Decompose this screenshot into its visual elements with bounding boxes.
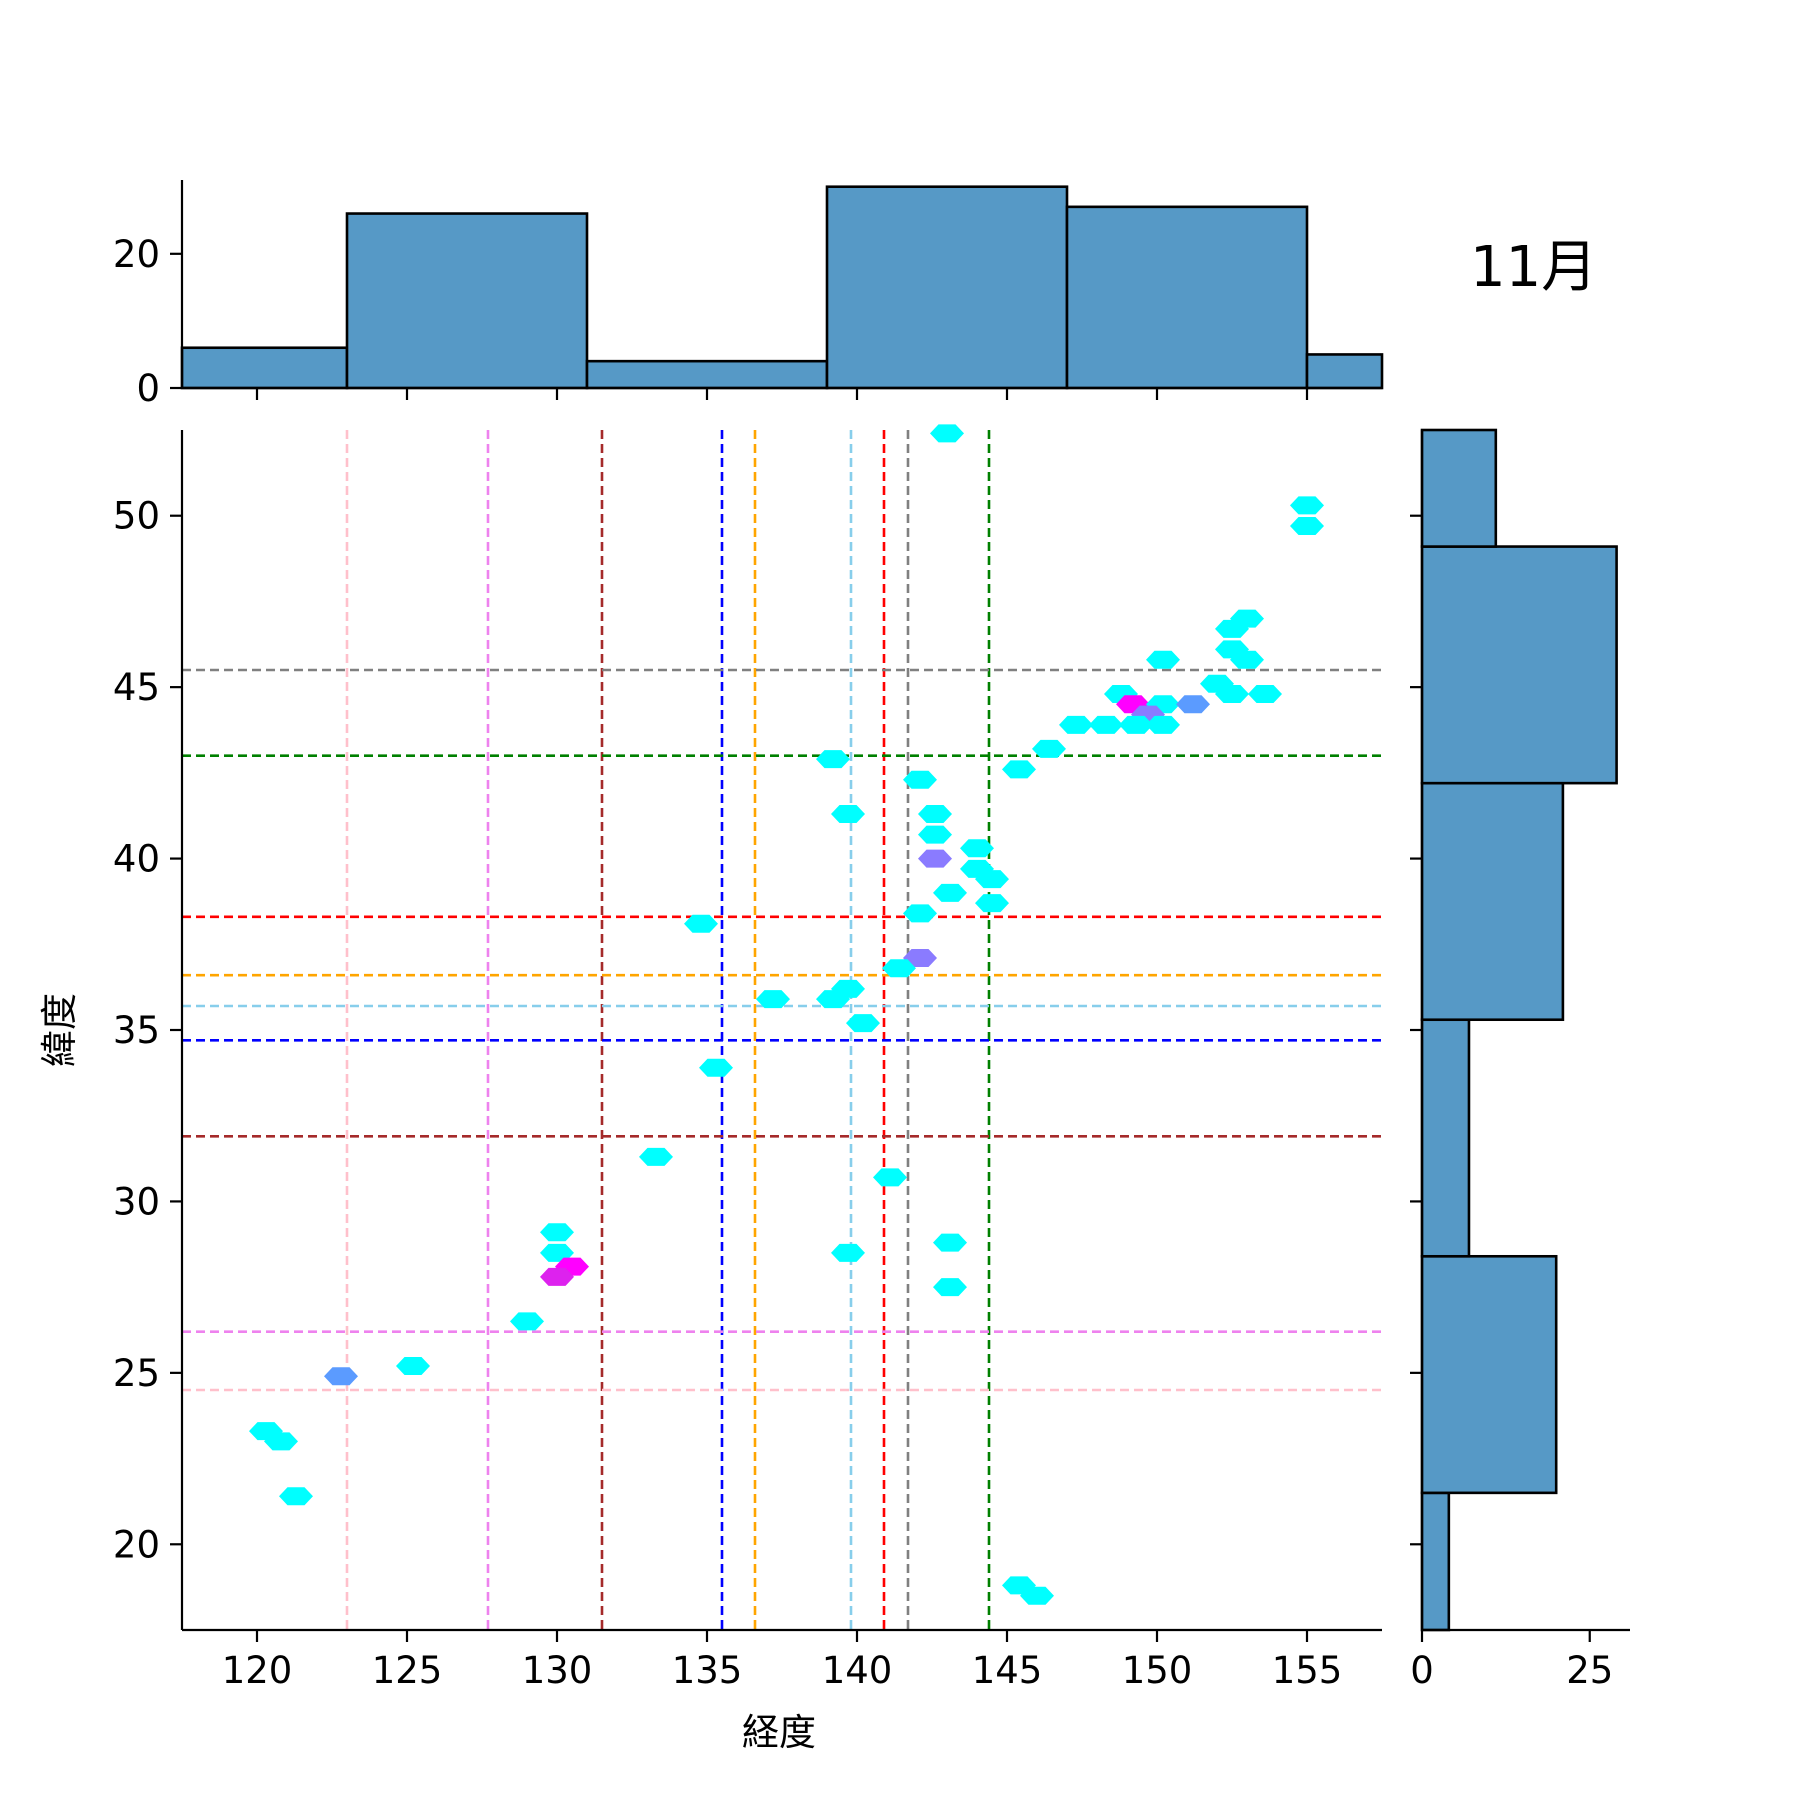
hexbin-2 — [1290, 517, 1324, 535]
hexbin-41 — [699, 1058, 733, 1077]
hexbin-47 — [831, 1243, 865, 1262]
hexbin-31 — [933, 883, 967, 902]
hexbin-58 — [1020, 1586, 1054, 1605]
hexbin-36 — [882, 959, 916, 978]
hexbin-46 — [540, 1243, 574, 1262]
hexbin-28 — [918, 849, 952, 868]
hexbin-7 — [1146, 650, 1180, 669]
y-tick-label-1: 25 — [113, 1352, 160, 1395]
reference-lines — [182, 430, 1382, 1630]
hexbin-43 — [873, 1168, 907, 1187]
hexbin-45 — [933, 1233, 967, 1252]
hexbin-39 — [756, 990, 790, 1009]
right-hist-bar-0 — [1420, 1491, 1451, 1632]
right-hist-bar-4 — [1420, 545, 1618, 785]
hexbin-18 — [1119, 715, 1153, 734]
hexbin-40 — [846, 1014, 880, 1033]
y-tick-label-4: 40 — [113, 838, 160, 881]
x-tick-label-1: 125 — [372, 1649, 443, 1692]
y-tick-label-2: 30 — [113, 1180, 160, 1223]
hexbin-51 — [510, 1312, 544, 1331]
hexbin-9 — [1215, 685, 1249, 703]
right-marginal-histogram — [1420, 428, 1618, 1632]
hexbin-17 — [1089, 715, 1123, 734]
x-axis-label: 経度 — [742, 1711, 816, 1754]
hexbin-44 — [540, 1223, 574, 1242]
hexbin-24 — [831, 805, 865, 823]
hexbin-30 — [975, 870, 1009, 889]
x-tick-label-5: 145 — [972, 1649, 1043, 1692]
y-tick-label-5: 45 — [113, 666, 160, 709]
y-tick-label-6: 50 — [113, 495, 160, 538]
hexbin-42 — [639, 1147, 673, 1166]
hexbin-19 — [1146, 715, 1180, 734]
hexbin-55 — [264, 1432, 298, 1451]
y-axis-label: 緯度 — [38, 993, 81, 1067]
top-hist-bar-0 — [180, 346, 349, 390]
hexbin-35 — [903, 949, 937, 967]
x-tick-label-6: 150 — [1122, 1649, 1193, 1692]
hexbin-25 — [918, 805, 952, 823]
top-hist-bar-3 — [825, 185, 1069, 390]
top-hist-bar-2 — [585, 359, 829, 390]
right-hist-bar-2 — [1420, 1018, 1471, 1258]
hexbin-33 — [903, 904, 937, 923]
top-marg-count-label-0: 0 — [136, 367, 160, 410]
top-marg-count-label-1: 20 — [113, 233, 160, 276]
x-tick-label-0: 120 — [222, 1649, 293, 1692]
hexbin-1 — [1290, 496, 1324, 515]
right-hist-bar-3 — [1420, 781, 1565, 1022]
hexbin-27 — [960, 839, 994, 858]
top-hist-bar-4 — [1065, 205, 1309, 390]
hexbin-32 — [975, 894, 1009, 913]
hexbin-22 — [1002, 760, 1036, 779]
right-hist-bar-5 — [1420, 428, 1498, 548]
hexbin-34 — [684, 914, 718, 933]
top-hist-bar-5 — [1305, 353, 1384, 390]
hexbin-20 — [1032, 739, 1066, 758]
hexbin-50 — [933, 1278, 967, 1297]
right-hist-bar-1 — [1420, 1254, 1558, 1495]
hexbin-layer — [249, 424, 1324, 1605]
hexbin-10 — [1248, 685, 1282, 703]
top-hist-bar-1 — [345, 212, 589, 390]
hexbin-16 — [1059, 715, 1093, 734]
x-tick-label-3: 135 — [672, 1649, 743, 1692]
hexbin-56 — [279, 1487, 313, 1506]
y-tick-label-0: 20 — [113, 1523, 160, 1566]
hexbin-21 — [816, 750, 850, 769]
hexbin-23 — [903, 770, 937, 789]
x-tick-label-2: 130 — [522, 1649, 593, 1692]
axes-layer: 120 125 130 135 140 145 150 155 20 25 30 35 40 45 50 0 2… — [113, 180, 1630, 1692]
top-marginal-histogram — [180, 185, 1384, 390]
hexbin-53 — [324, 1367, 358, 1386]
hexbin-52 — [396, 1357, 430, 1375]
hexbin-6 — [1230, 650, 1264, 669]
hexbin-4 — [1215, 619, 1249, 638]
chart-title: 11月 — [1470, 235, 1597, 300]
y-tick-label-3: 35 — [113, 1009, 160, 1052]
x-tick-label-7: 155 — [1272, 1649, 1343, 1692]
hexbin-49 — [540, 1267, 574, 1286]
hexbin-0 — [930, 424, 964, 443]
x-tick-label-4: 140 — [822, 1649, 893, 1692]
hexbin-26 — [918, 825, 952, 844]
right-marg-count-label-0: 0 — [1410, 1649, 1434, 1692]
hexbin-14 — [1176, 695, 1210, 714]
hexbin-38 — [816, 990, 850, 1009]
right-marg-count-label-1: 25 — [1566, 1649, 1613, 1692]
